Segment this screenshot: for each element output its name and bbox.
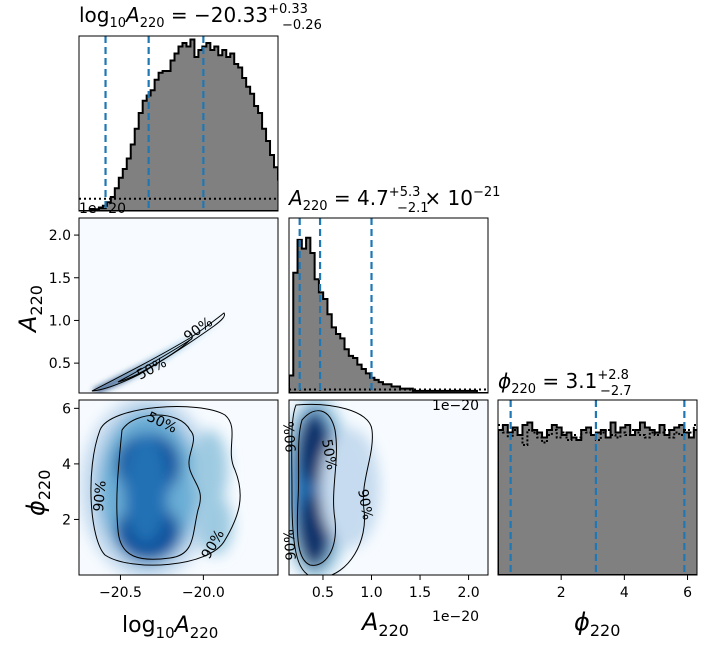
hist-phi220-bars bbox=[498, 421, 697, 575]
contour-90 bbox=[291, 403, 373, 575]
title-phi220: ϕ220 = 3.1+2.8 bbox=[498, 368, 629, 397]
contour-label-90: 90% bbox=[281, 421, 300, 453]
ylabel-a220: A220 bbox=[14, 285, 46, 334]
contour-50 bbox=[296, 410, 337, 566]
contour-label-90: 90% bbox=[354, 488, 375, 521]
frame-21 bbox=[78, 217, 279, 394]
axis-ticks: −20.5 −20.0 0.5 1.0 1.5 2.0 2 4 6 0.5 1.0 1.5 2.0 2 4 6 bbox=[49, 228, 692, 601]
contour-90 bbox=[90, 406, 241, 566]
offset-text-bottom: 1e−20 bbox=[432, 609, 479, 625]
hist-a220-frame bbox=[288, 217, 489, 394]
title-log10-a220-lower: −0.26 bbox=[282, 18, 322, 33]
hist-log10-a220-panel bbox=[78, 35, 279, 212]
ylabel-phi220: ϕ220 bbox=[22, 470, 54, 516]
x-phi220-tick-label: 4 bbox=[620, 585, 629, 601]
x-log10-a220-tick-label: −20.0 bbox=[182, 585, 225, 601]
title-a220: A220 = 4.7+5.3 × 10−21 bbox=[287, 185, 500, 214]
density-phi-vs-a220-panel bbox=[289, 400, 488, 575]
hist-phi220-content bbox=[498, 400, 697, 575]
title-a220-lower: −2.1 bbox=[397, 201, 429, 216]
contour-label-90: 90% bbox=[281, 529, 300, 561]
y-phi220-tick-label: 2 bbox=[62, 512, 71, 528]
offset-text-top: 1e−20 bbox=[79, 201, 126, 217]
x-log10-a220-tick-label: −20.5 bbox=[99, 585, 142, 601]
title-phi220-lower: −2.7 bbox=[600, 384, 632, 399]
density-blob bbox=[80, 400, 233, 575]
y-phi220-tick-label: 6 bbox=[62, 401, 71, 417]
frame-31 bbox=[78, 399, 279, 576]
xlabel-phi220: ϕ220 bbox=[574, 608, 620, 640]
contour-90 bbox=[91, 312, 225, 392]
hist-a220-bars bbox=[289, 236, 488, 393]
xlabel-log10-a220: log10A220 bbox=[122, 613, 218, 642]
y-a220-tick-label: 2.0 bbox=[49, 228, 71, 244]
hist-log10-a220-bars bbox=[79, 38, 278, 211]
offset-text-mid: 1e−20 bbox=[432, 398, 479, 414]
contour-50 bbox=[117, 339, 191, 383]
y-a220-tick-label: 1.0 bbox=[49, 313, 71, 329]
y-a220-tick-label: 0.5 bbox=[49, 356, 71, 372]
hist-a220-panel bbox=[288, 217, 489, 394]
xlabel-a220: A220 bbox=[360, 608, 409, 640]
y-a220-tick-label: 1.5 bbox=[49, 271, 71, 287]
x-phi220-tick-label: 2 bbox=[557, 585, 566, 601]
x-a220-tick-label: 0.5 bbox=[312, 585, 334, 601]
hist-phi220-panel bbox=[497, 399, 698, 576]
hist-phi220-frame bbox=[497, 399, 698, 576]
x-a220-tick-label: 2.0 bbox=[457, 585, 479, 601]
y-phi220-tick-label: 4 bbox=[62, 457, 71, 473]
density-phi-vs-logA-panel bbox=[79, 400, 278, 575]
x-a220-tick-label: 1.0 bbox=[360, 585, 382, 601]
contour-label-50: 50% bbox=[318, 438, 339, 471]
frame-32 bbox=[288, 399, 489, 576]
hist-a220-content bbox=[289, 218, 488, 393]
x-a220-tick-label: 1.5 bbox=[409, 585, 431, 601]
hist-log10-a220-frame bbox=[78, 35, 279, 212]
contour-50 bbox=[116, 414, 201, 560]
hist-log10-a220-content bbox=[79, 36, 278, 211]
density-a220-vs-logA-panel bbox=[79, 218, 278, 393]
contour-label-90: 90% bbox=[91, 480, 110, 512]
title-log10-a220: log10A220 = −20.33+0.33 bbox=[79, 2, 308, 31]
hist-phi220-prior bbox=[498, 424, 697, 446]
x-phi220-tick-label: 6 bbox=[683, 585, 692, 601]
